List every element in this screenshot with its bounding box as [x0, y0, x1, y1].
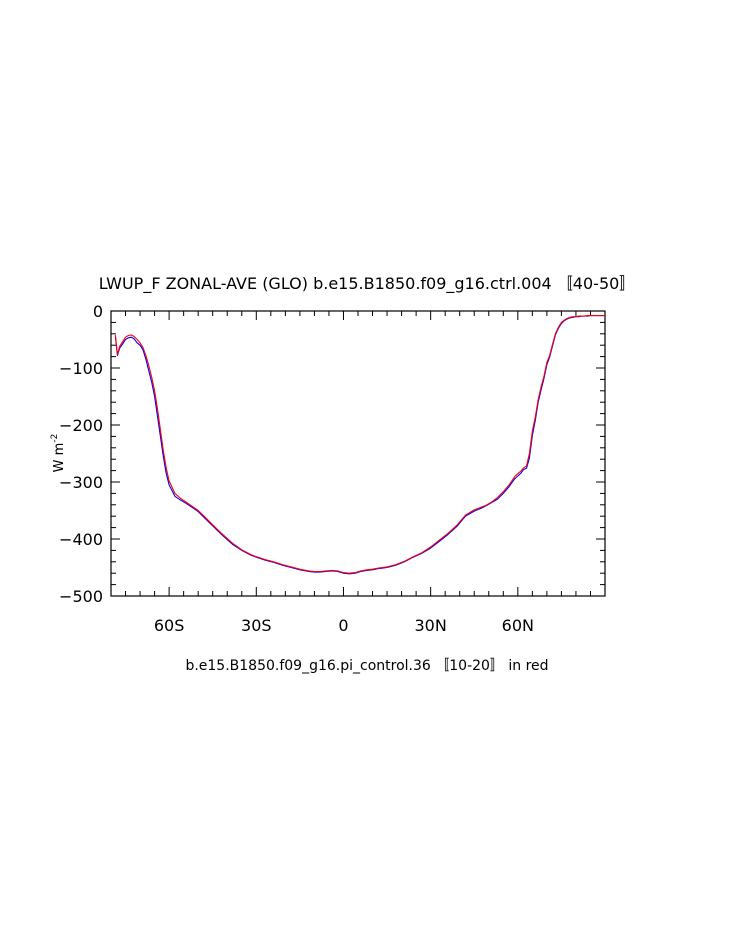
series-line-2	[114, 315, 605, 574]
y-tick-label: −400	[59, 530, 103, 549]
axis-ticks	[111, 310, 606, 597]
y-tick-labels: 0 −100 −200 −300 −400 −500	[59, 302, 103, 606]
y-axis-label: W m-2	[50, 434, 67, 473]
y-tick-label: −500	[59, 587, 103, 606]
y-tick-label: 0	[93, 302, 103, 321]
x-tick-label: 60S	[154, 616, 185, 635]
y-tick-label: −300	[59, 473, 103, 492]
series-line-1	[114, 315, 605, 575]
plot-frame	[110, 310, 606, 597]
y-axis-label-superscript: -2	[50, 434, 60, 443]
x-tick-label: 0	[338, 616, 348, 635]
x-tick-labels: 60S 30S 0 30N 60N	[154, 616, 534, 635]
y-tick-label: −100	[59, 359, 103, 378]
chart-title: LWUP_F ZONAL-AVE (GLO) b.e15.B1850.f09_g…	[99, 274, 636, 294]
y-axis-label-main: W m	[52, 443, 67, 473]
plot-area	[110, 310, 606, 597]
y-tick-label: −200	[59, 416, 103, 435]
x-tick-label: 60N	[502, 616, 534, 635]
x-tick-label: 30N	[414, 616, 446, 635]
x-tick-label: 30S	[241, 616, 272, 635]
x-axis-label: b.e15.B1850.f09_g16.pi_control.36 〚10-20…	[185, 658, 548, 674]
data-lines	[114, 315, 605, 575]
